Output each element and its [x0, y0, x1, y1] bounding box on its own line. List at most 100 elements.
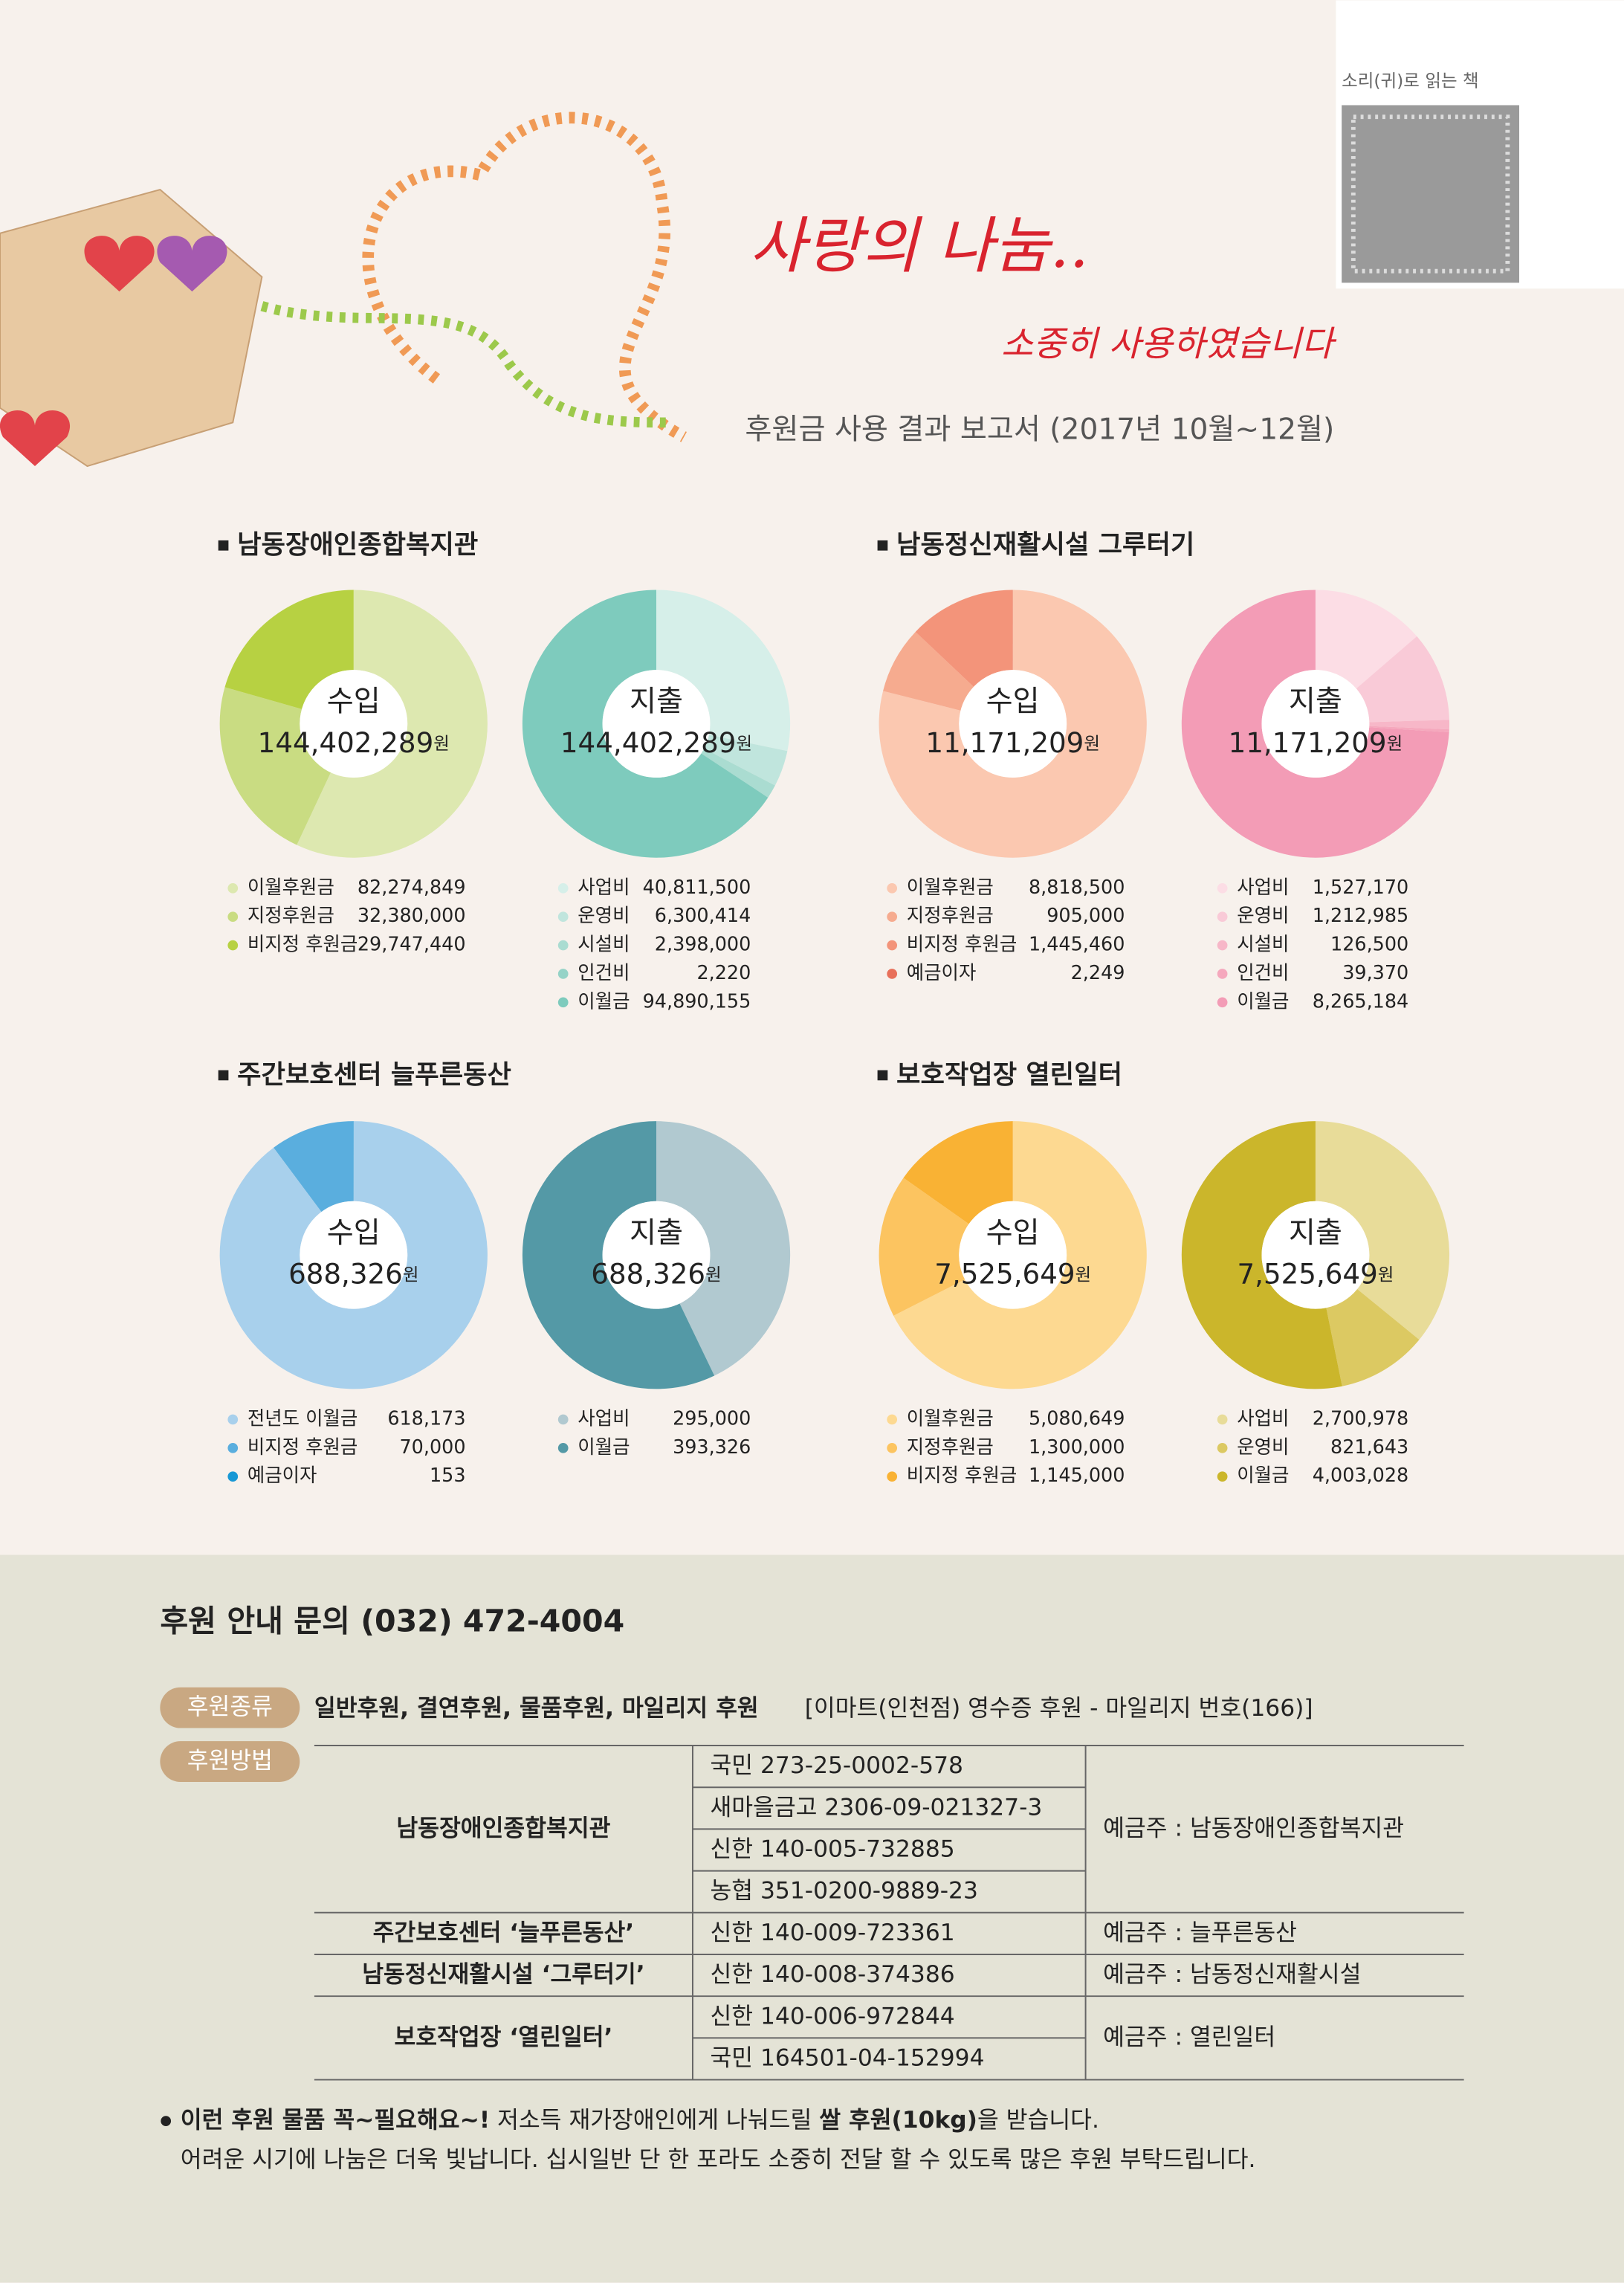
legend-value: 5,080,649 — [1029, 1407, 1125, 1430]
heart — [84, 236, 155, 292]
org-name: 주간보호센터 ‘늘푸른동산’ — [373, 1919, 635, 1946]
audio-book-label: 소리(귀)로 읽는 책 — [1342, 71, 1479, 91]
legend-value: 29,747,440 — [358, 934, 466, 956]
total-value: 11,171,209 — [925, 726, 1084, 758]
donut-slice — [883, 631, 974, 711]
kind-label: 후원종류 — [187, 1693, 273, 1720]
legend-label: 비지정 후원금 — [907, 1465, 1018, 1487]
total-value: 688,326 — [288, 1257, 403, 1290]
legend-dot — [227, 940, 239, 951]
donut-title: 수입 — [986, 685, 1040, 719]
legend-value: 618,173 — [387, 1407, 465, 1430]
legend-label: 이월금 — [1237, 1465, 1289, 1487]
total-value: 144,402,289 — [258, 726, 434, 758]
legend-value: 39,370 — [1342, 962, 1408, 984]
donut-hole — [1261, 670, 1370, 778]
legend-label: 시설비 — [1237, 934, 1289, 956]
legend-value: 32,380,000 — [358, 905, 466, 927]
donut-title: 지출 — [630, 1216, 683, 1250]
notice-text: 을 받습니다. — [977, 2107, 1099, 2134]
legend-value: 1,445,460 — [1029, 934, 1125, 956]
legend-label: 지정후원금 — [248, 905, 334, 927]
legend-dot — [557, 997, 569, 1008]
org-name: 남동장애인종합복지관 — [396, 1815, 610, 1841]
donut-slice — [701, 748, 775, 798]
qr-code — [1342, 105, 1520, 283]
donut-slice — [1181, 590, 1449, 858]
donut-total: 11,171,209원 — [1229, 726, 1403, 758]
legend-dot — [1217, 997, 1228, 1008]
notice-line-2: 어려운 시기에 나눔은 더욱 빛납니다. 십시일반 단 한 포라도 소중히 전달… — [181, 2146, 1256, 2173]
legend-dot — [227, 911, 239, 923]
donut-slice — [219, 1121, 488, 1389]
section-marker — [877, 1070, 888, 1081]
legend-dot — [887, 882, 898, 894]
legend-value: 1,145,000 — [1029, 1465, 1125, 1487]
donut-total: 688,326원 — [591, 1257, 721, 1290]
account: 국민 164501-04-152994 — [710, 2044, 984, 2071]
total-value: 688,326 — [591, 1257, 705, 1290]
legend-value: 2,398,000 — [655, 934, 751, 956]
pill — [160, 1687, 300, 1728]
donut-total: 7,525,649원 — [1237, 1257, 1394, 1290]
donut-slice — [903, 1121, 1013, 1224]
title: 사랑의 나눔.. — [749, 211, 1089, 282]
legend-dot — [887, 1414, 898, 1425]
legend-value: 8,265,184 — [1313, 990, 1408, 1013]
legend-label: 이월후원금 — [907, 876, 994, 899]
heart — [0, 410, 70, 467]
contact-panel — [0, 1554, 1624, 2283]
legend-dot — [1217, 882, 1228, 894]
donut-slice — [656, 1121, 791, 1376]
legend-label: 사업비 — [1237, 1407, 1289, 1430]
legend-label: 비지정 후원금 — [248, 934, 358, 956]
legend-label: 인건비 — [1237, 962, 1289, 984]
donut-slice — [1315, 1121, 1450, 1340]
org-name: 보호작업장 ‘열린일터’ — [394, 2024, 612, 2050]
donut-title: 수입 — [327, 685, 381, 719]
legend-dot — [1217, 940, 1228, 951]
account: 새마을금고 2306-09-021327-3 — [710, 1794, 1042, 1821]
donut-title: 수입 — [986, 1216, 1040, 1250]
account-holder: 예금주 : 남동장애인종합복지관 — [1103, 1815, 1404, 1841]
donut-slice — [522, 590, 769, 858]
contact-title: 후원 안내 문의 (032) 472-4004 — [160, 1604, 624, 1639]
donut-slice — [1369, 720, 1450, 730]
donut-slice — [1315, 590, 1417, 689]
total-unit: 원 — [1084, 732, 1100, 753]
donut-slice — [915, 590, 1013, 687]
decoration — [362, 112, 688, 442]
total-unit: 원 — [705, 1264, 722, 1285]
account: 신한 140-005-732885 — [710, 1836, 954, 1863]
legend-label: 운영비 — [1237, 1436, 1289, 1459]
donut-slice — [1181, 1121, 1342, 1389]
total-unit: 원 — [403, 1264, 419, 1285]
donut-hole — [602, 670, 711, 778]
legend-label: 비지정 후원금 — [248, 1436, 358, 1459]
section-title: 주간보호센터 늘푸른동산 — [237, 1059, 511, 1090]
total-value: 7,525,649 — [1237, 1257, 1377, 1290]
section-marker — [218, 540, 229, 551]
donut-title: 수입 — [327, 1216, 381, 1250]
account: 국민 273-25-0002-578 — [710, 1752, 963, 1779]
legend-dot — [227, 1471, 239, 1482]
section-marker — [218, 1070, 229, 1081]
account: 신한 140-006-972844 — [710, 2003, 954, 2029]
donut-total: 7,525,649원 — [934, 1257, 1091, 1290]
legend-label: 예금이자 — [907, 962, 977, 984]
donut-slice — [656, 590, 791, 752]
legend-value: 6,300,414 — [655, 905, 751, 927]
section-title: 남동장애인종합복지관 — [237, 530, 478, 561]
account: 농협 351-0200-9889-23 — [710, 1878, 977, 1905]
donut-slice — [522, 1121, 715, 1389]
donut-slice — [893, 1121, 1147, 1389]
legend-label: 운영비 — [578, 905, 630, 927]
legend-value: 1,300,000 — [1029, 1436, 1125, 1459]
legend-label: 이월후원금 — [907, 1407, 994, 1430]
subtitle: 소중히 사용하였습니다 — [1001, 323, 1337, 364]
org-name: 남동정신재활시설 ‘그루터기’ — [362, 1961, 644, 1988]
total-unit: 원 — [433, 732, 450, 753]
legend-value: 2,220 — [696, 962, 751, 984]
legend-value: 82,274,849 — [358, 876, 466, 899]
